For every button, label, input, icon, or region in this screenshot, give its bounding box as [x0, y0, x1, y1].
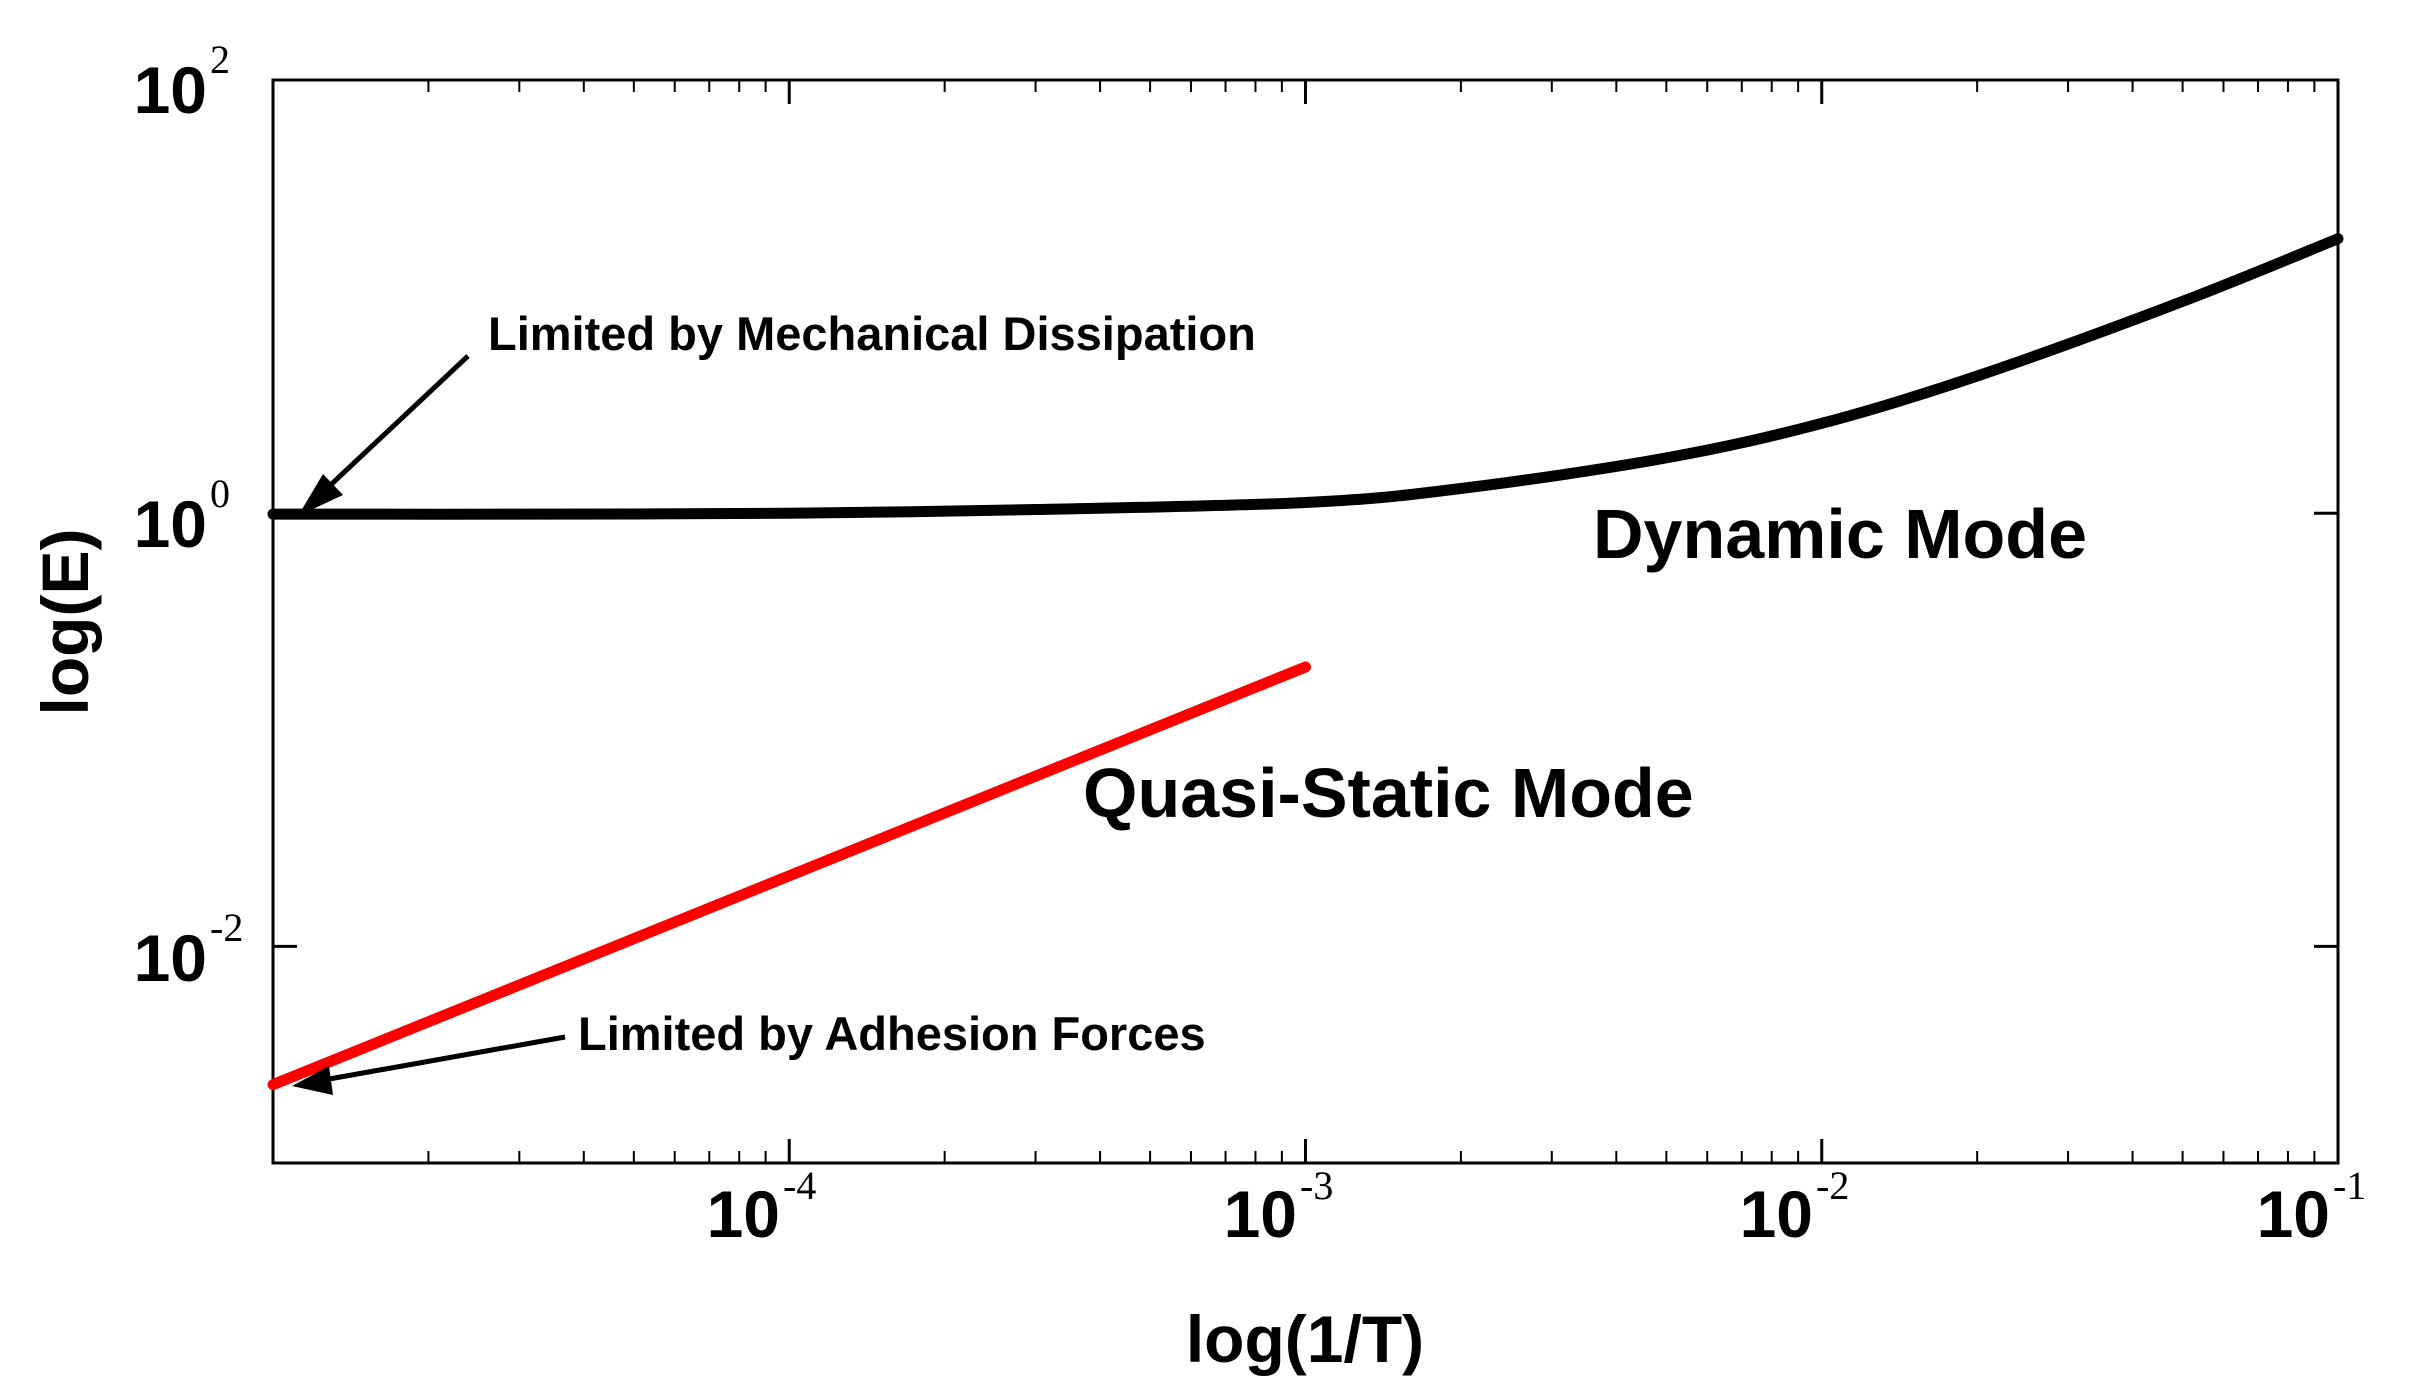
mechanical-dissipation-arrowhead — [298, 474, 343, 516]
y-tick-exponent: 0 — [210, 471, 230, 516]
x-axis-title: log(1/T) — [1186, 1302, 1424, 1376]
x-tick-label: 10 — [707, 1177, 780, 1251]
minor-ticks — [427, 80, 2316, 1163]
adhesion-forces-arrow-shaft — [317, 1034, 566, 1084]
x-tick-labels: 10 -4 10 -3 10 -2 10 -1 — [707, 1163, 2367, 1251]
y-tick-labels: 10 2 10 0 10 -2 — [134, 37, 244, 995]
adhesion-forces-arrowhead — [292, 1066, 333, 1095]
y-tick-label: 10 — [134, 921, 207, 995]
x-tick-label: 10 — [1740, 1177, 1813, 1251]
series-layer — [267, 233, 2344, 1091]
y-tick-label: 10 — [134, 487, 207, 561]
y-tick-label: 10 — [134, 53, 207, 127]
annotation-adhesion-forces: Limited by Adhesion Forces — [578, 1007, 1206, 1060]
y-tick-exponent: -2 — [210, 905, 243, 950]
y-axis-title: log(E) — [28, 529, 102, 716]
plot-frame — [271, 78, 2340, 1165]
mechanical-dissipation-arrow-shaft — [320, 354, 470, 495]
y-tick-exponent: 2 — [210, 37, 230, 82]
annotation-arrows — [292, 354, 566, 1095]
x-tick-label: 10 — [1224, 1177, 1297, 1251]
dynamic-mode-series-line — [267, 233, 2344, 520]
x-tick-exponent: -3 — [1300, 1163, 1333, 1208]
x-tick-exponent: -2 — [1816, 1163, 1849, 1208]
x-tick-exponent: -1 — [2333, 1163, 2366, 1208]
x-tick-exponent: -4 — [783, 1163, 816, 1208]
label-quasi-static-mode: Quasi-Static Mode — [1083, 754, 1694, 832]
annotation-mechanical-dissipation: Limited by Mechanical Dissipation — [488, 307, 1256, 360]
label-dynamic-mode: Dynamic Mode — [1593, 495, 2087, 573]
quasi-static-mode-series-line — [267, 661, 1311, 1091]
x-tick-label: 10 — [2257, 1177, 2330, 1251]
